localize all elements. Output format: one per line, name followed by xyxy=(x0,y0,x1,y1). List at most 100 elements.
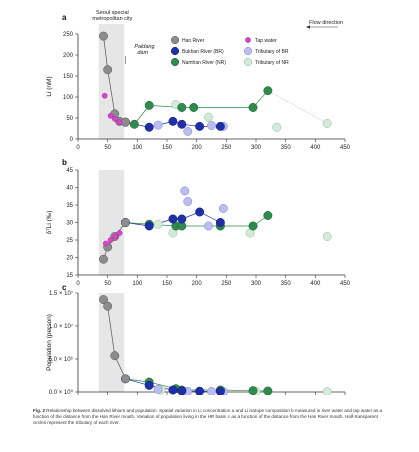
legend-marker-hr xyxy=(170,35,180,45)
x-tick-label: 150 xyxy=(162,145,173,151)
y-tick-label: 100 xyxy=(63,95,74,101)
legend-label-tbr: Tributary of BR xyxy=(255,49,289,55)
caption-fig-label: Fig. 2 xyxy=(33,408,45,413)
data-point-nr xyxy=(248,103,258,112)
data-point-br xyxy=(168,385,178,395)
x-tick-label: 150 xyxy=(162,281,173,287)
x-tick-label: 100 xyxy=(132,145,143,151)
y-axis-title: Li (nM) xyxy=(46,76,53,96)
x-tick-label: 250 xyxy=(221,145,232,151)
annotation-flow: Flow direction xyxy=(309,20,343,26)
legend-marker-tnr xyxy=(243,57,253,67)
data-point-hr xyxy=(121,117,130,127)
annotation-paldang-line1: Paldang xyxy=(134,44,155,50)
data-point-tap xyxy=(112,233,119,240)
y-tick-label: 150 xyxy=(63,74,74,80)
data-point-nr xyxy=(129,119,139,129)
x-tick-label: 400 xyxy=(310,145,321,151)
data-point-br xyxy=(144,380,154,390)
data-point-tbr xyxy=(183,197,193,206)
x-tick-label: 450 xyxy=(340,281,351,287)
caption-text: Relationship between dissolved lithium a… xyxy=(33,408,383,425)
y-axis-title: δ7Li (‰) xyxy=(45,211,54,235)
x-tick-label: 350 xyxy=(281,145,292,151)
data-point-tbr xyxy=(207,387,216,395)
legend-marker-tbr xyxy=(243,46,253,56)
data-point-tap xyxy=(107,237,114,243)
y-axis-title: Population (person) xyxy=(46,314,53,371)
data-point-nr xyxy=(248,386,258,395)
data-point-br xyxy=(168,116,178,126)
data-point-nr xyxy=(263,386,273,395)
y-tick-label: 0.0 × 10⁰ xyxy=(49,389,74,395)
x-tick-label: 200 xyxy=(192,145,203,151)
figure-caption: Fig. 2 Relationship between dissolved li… xyxy=(33,408,388,426)
data-point-tap xyxy=(101,92,108,99)
data-point-br xyxy=(195,207,205,217)
x-tick-label: 50 xyxy=(104,281,111,287)
y-tick-label: 20 xyxy=(66,256,73,262)
panel-letter: c xyxy=(62,283,67,292)
data-point-tbr xyxy=(218,204,228,213)
data-point-hr xyxy=(99,254,108,264)
data-point-br xyxy=(144,122,154,132)
legend-marker-tap xyxy=(245,37,251,43)
data-point-hr xyxy=(103,301,113,311)
y-tick-label: 50 xyxy=(66,116,73,122)
data-point-tbr xyxy=(153,384,163,394)
x-tick-label: 200 xyxy=(192,281,203,287)
panel-letter: a xyxy=(62,13,67,22)
legend-label-hr: Han River xyxy=(182,38,205,44)
data-point-nr xyxy=(263,211,273,220)
x-tick-label: 100 xyxy=(132,281,143,287)
data-point-nr xyxy=(177,103,187,112)
data-point-nr xyxy=(248,221,258,231)
data-point-br xyxy=(177,214,187,224)
data-point-hr xyxy=(110,351,120,361)
data-point-tbr xyxy=(207,121,216,131)
data-point-tap xyxy=(103,240,109,247)
data-point-tbr xyxy=(180,186,190,196)
data-point-hr xyxy=(121,218,130,227)
data-point-hr xyxy=(121,374,130,384)
y-tick-label: 200 xyxy=(63,53,74,59)
y-tick-label: 0 xyxy=(70,137,74,143)
y-tick-label: 15 xyxy=(66,273,73,279)
data-point-nr xyxy=(263,86,273,96)
x-tick-label: 50 xyxy=(104,145,111,151)
x-tick-label: 0 xyxy=(76,281,80,287)
x-tick-label: 0 xyxy=(76,145,80,151)
x-tick-label: 350 xyxy=(281,281,292,287)
data-point-br xyxy=(215,387,225,395)
x-tick-label: 300 xyxy=(251,281,262,287)
data-point-nr xyxy=(189,103,199,112)
data-point-tnr xyxy=(153,219,163,229)
data-point-br xyxy=(177,119,187,129)
y-tick-label: 250 xyxy=(63,32,74,38)
data-point-tap xyxy=(116,119,123,126)
data-point-hr xyxy=(103,65,113,75)
data-point-tbr xyxy=(153,120,163,130)
data-point-tbr xyxy=(183,126,193,136)
legend-marker-br xyxy=(170,46,180,56)
data-point-br xyxy=(195,386,205,395)
data-point-tnr xyxy=(272,122,282,132)
data-point-nr xyxy=(144,100,154,110)
x-tick-label: 300 xyxy=(251,145,262,151)
annotation-seoul-line1: Seoul special xyxy=(96,10,129,16)
data-point-hr xyxy=(99,31,108,41)
y-tick-label: 5.0 × 10⁶ xyxy=(49,356,74,363)
annotation-seoul-line2: metropolitan city xyxy=(92,16,132,22)
tributary-dotted-line xyxy=(267,90,328,124)
data-point-br xyxy=(215,121,225,131)
panel-letter: b xyxy=(62,158,67,167)
legend-marker-nr xyxy=(170,57,180,67)
data-point-tnr xyxy=(322,232,332,241)
panel-c: 0.0 × 10⁰ 5.0 × 10⁶ 1.0 × 10⁷ 1.5 × 10⁷0 50 1… xyxy=(46,283,346,395)
y-tick-label: 30 xyxy=(66,221,73,227)
y-tick-label: 35 xyxy=(66,203,73,209)
panel-a: 0 50 100 150 200 250 0 50 100 150 200 250 300 350 400 4… xyxy=(46,10,351,151)
legend-label-tnr: Tributary of NR xyxy=(255,60,289,66)
